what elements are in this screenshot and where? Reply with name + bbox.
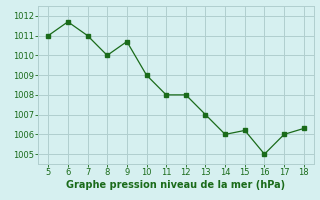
- X-axis label: Graphe pression niveau de la mer (hPa): Graphe pression niveau de la mer (hPa): [67, 180, 285, 190]
